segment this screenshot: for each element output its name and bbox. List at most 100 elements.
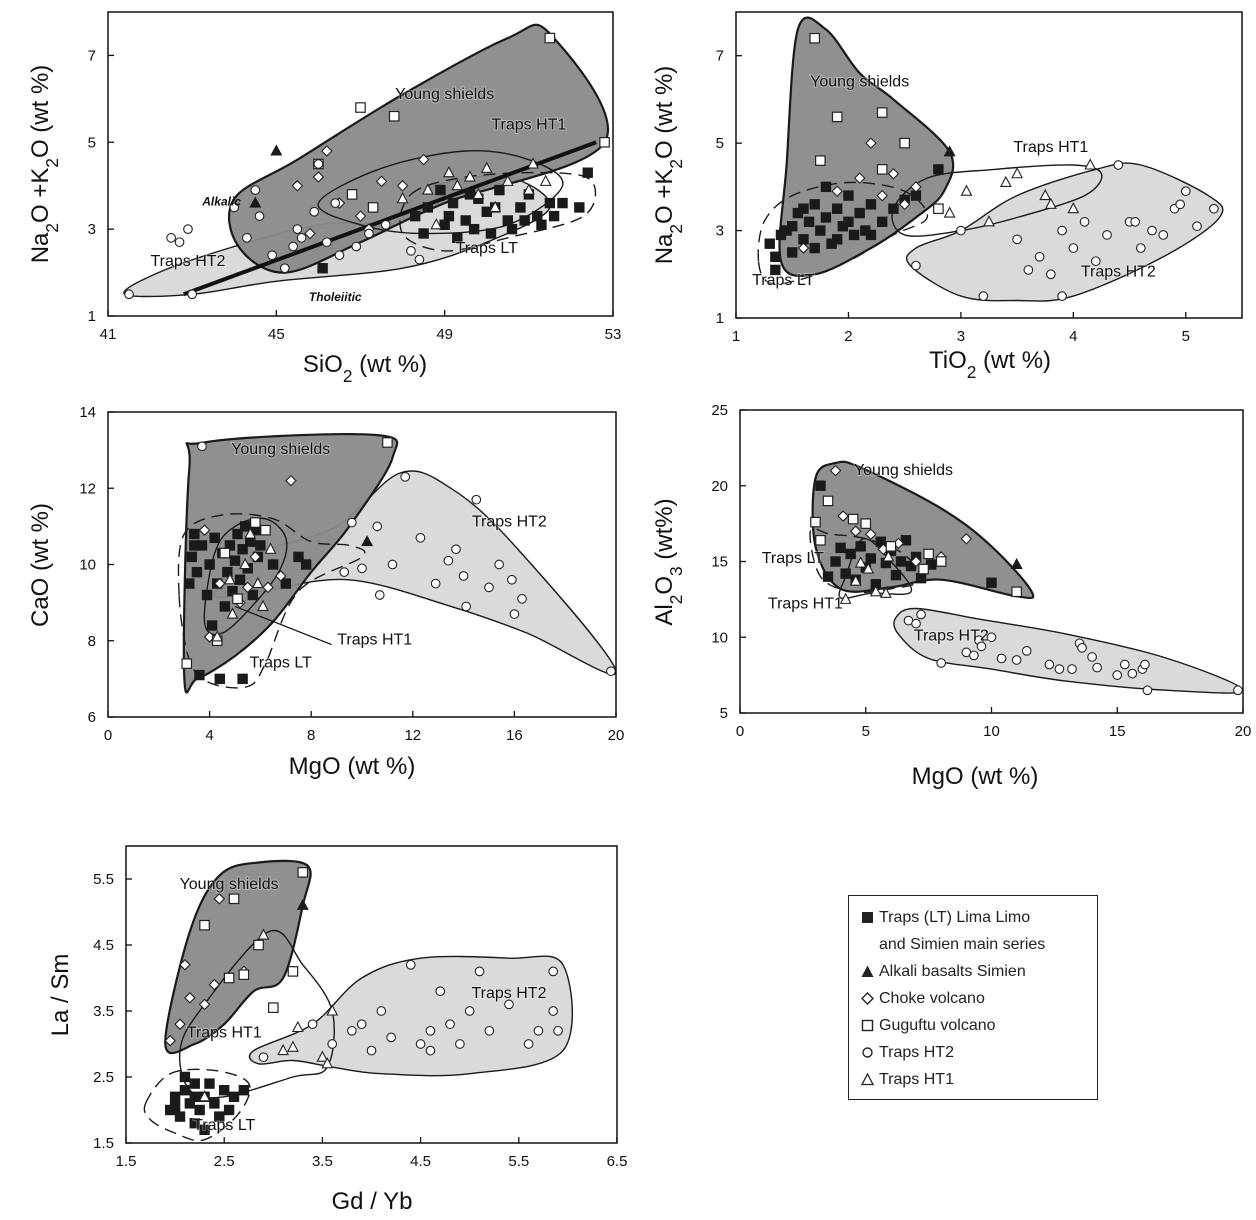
data-point-open-circle	[1113, 160, 1124, 170]
data-point-open-square	[228, 893, 240, 905]
data-point-diamond	[876, 189, 888, 202]
data-point-diamond	[417, 153, 430, 166]
data-point-open-circle	[406, 246, 416, 256]
data-point-open-square	[860, 518, 872, 529]
data-point-filled-square	[933, 164, 944, 175]
data-point-open-circle	[1087, 652, 1097, 662]
data-point-filled-square	[792, 207, 804, 219]
data-point-open-circle	[1057, 291, 1067, 301]
data-point-open-circle	[471, 494, 482, 505]
data-point-filled-square	[447, 197, 459, 209]
data-point-open-triangle	[421, 183, 434, 195]
filled-triangle-icon	[859, 958, 879, 985]
data-point-open-triangle	[522, 183, 535, 195]
y-tick-label: 25	[711, 402, 728, 419]
open-square-icon	[859, 1012, 879, 1039]
data-point-filled-square	[787, 221, 798, 232]
y-tick-label: 4.5	[93, 937, 114, 954]
data-point-open-circle	[405, 959, 416, 970]
data-point-filled-square	[464, 189, 476, 200]
data-point-open-square	[232, 593, 243, 605]
annotation-label: Traps HT1	[768, 595, 843, 612]
data-point-diamond	[396, 179, 409, 192]
series-traps-ht1	[211, 527, 277, 642]
data-point-filled-square	[219, 1085, 230, 1096]
x-tick-label: 1	[732, 328, 740, 345]
data-point-open-circle	[509, 609, 520, 619]
x-tick-label: 5	[862, 723, 870, 740]
data-point-filled-square	[905, 560, 917, 572]
x-tick-label: 1.5	[116, 1153, 137, 1170]
data-point-filled-square	[239, 521, 251, 532]
legend-label: Traps HT2	[879, 1044, 954, 1061]
data-point-open-square	[876, 164, 888, 175]
data-point-open-triangle	[839, 592, 852, 604]
series-choke-volcano	[797, 137, 922, 254]
x-tick-label: 4	[205, 727, 213, 744]
annotation-label: Traps HT1	[1013, 139, 1088, 156]
series-choke-volcano	[291, 145, 430, 240]
annotation-label: Traps HT2	[150, 253, 225, 270]
data-point-open-triangle	[480, 161, 493, 173]
data-point-open-triangle	[999, 175, 1012, 188]
data-point-filled-square	[179, 1071, 191, 1083]
data-point-diamond	[249, 551, 262, 563]
data-point-open-circle	[1068, 243, 1079, 253]
data-point-filled-square	[293, 551, 304, 563]
data-point-open-circle	[976, 641, 987, 652]
data-point-open-circle	[425, 1045, 436, 1056]
annotation-label: Traps LT	[762, 550, 824, 567]
data-point-open-circle	[339, 567, 350, 577]
data-point-diamond	[184, 992, 196, 1004]
data-point-open-circle	[1023, 265, 1034, 275]
chart-panel-top-right: Young shields Traps HT1 Traps HT2 Traps LT 1…	[651, 11, 1243, 382]
data-point-filled-square	[860, 225, 871, 236]
data-point-open-square	[199, 919, 210, 931]
y-axis-label: CaO (wt %)	[27, 503, 54, 627]
data-point-open-circle	[1142, 685, 1153, 696]
x-tick-label: 3.5	[312, 1153, 333, 1170]
annotation-label: Young shields	[810, 73, 909, 90]
data-point-open-square	[219, 547, 231, 559]
data-point-filled-square	[787, 247, 798, 258]
data-point-open-triangle	[291, 1020, 304, 1033]
data-point-filled-square	[843, 190, 854, 201]
data-point-filled-square	[223, 1104, 235, 1116]
data-point-open-circle	[425, 1025, 436, 1036]
data-point-filled-triangle	[249, 196, 262, 208]
data-point-filled-square	[485, 228, 497, 239]
legend-label: Alkali basalts Simien	[879, 963, 1026, 980]
open-triangle-icon	[859, 1066, 879, 1093]
data-point-filled-triangle	[296, 898, 309, 910]
data-point-diamond	[304, 227, 316, 240]
data-point-filled-square	[536, 219, 547, 230]
data-point-filled-square	[209, 1098, 220, 1109]
data-point-open-triangle	[1067, 202, 1080, 214]
data-point-open-circle	[969, 650, 979, 661]
data-point-diamond	[853, 172, 866, 184]
data-point-filled-square	[502, 215, 513, 226]
x-tick-label: 8	[307, 727, 315, 744]
series-traps-ht2	[124, 159, 425, 300]
data-point-open-circle	[911, 618, 921, 629]
data-point-filled-triangle	[270, 144, 283, 156]
data-point-filled-square	[888, 203, 899, 214]
data-point-diamond	[312, 171, 325, 183]
data-point-open-circle	[1209, 203, 1219, 214]
data-point-filled-square	[222, 566, 233, 578]
data-point-filled-square	[206, 620, 218, 631]
data-point-diamond	[797, 242, 810, 254]
data-point-open-triangle	[442, 166, 455, 178]
data-point-open-circle	[364, 228, 374, 239]
data-point-filled-square	[201, 589, 213, 601]
data-point-filled-square	[890, 569, 902, 581]
data-point-open-triangle	[943, 206, 956, 218]
field-traps-ht2	[893, 607, 1243, 694]
data-point-filled-square	[189, 528, 200, 540]
series-traps-ht2	[197, 441, 616, 677]
annotation-label: Traps LT	[456, 240, 518, 257]
data-point-diamond	[829, 464, 842, 477]
data-point-filled-square	[460, 215, 471, 226]
data-point-open-triangle	[244, 527, 257, 539]
legend-label: Choke volcano	[879, 990, 985, 1007]
